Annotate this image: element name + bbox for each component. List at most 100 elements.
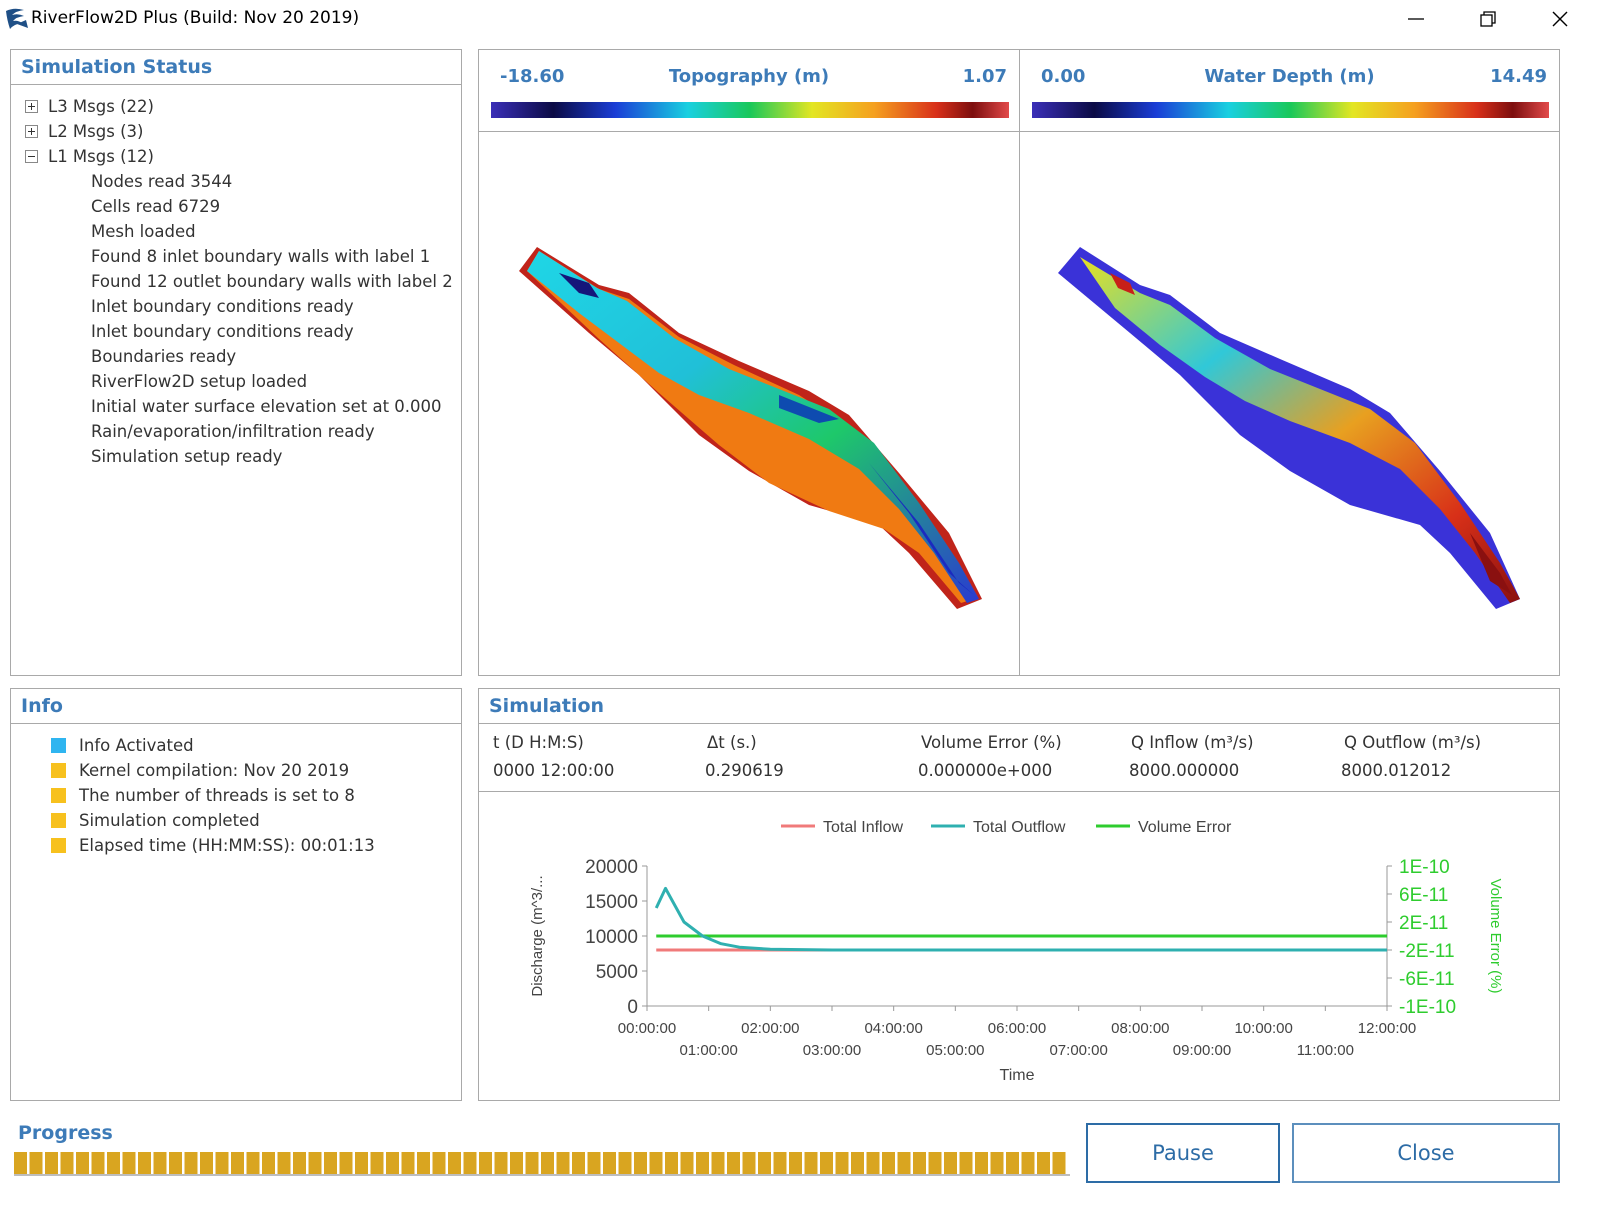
x-tick-label: 08:00:00 [1111, 1020, 1169, 1037]
info-list: Info Activated Kernel compilation: Nov 2… [51, 733, 375, 858]
stat-header-q-inflow: Q Inflow (m³/s) [1131, 733, 1254, 752]
stat-value-dt: 0.290619 [705, 761, 784, 780]
tree-node-label: L2 Msgs (3) [48, 122, 144, 141]
simulation-title: Simulation [489, 695, 605, 717]
water-depth-max: 14.49 [1490, 66, 1547, 87]
close-button[interactable]: Close [1292, 1123, 1560, 1183]
tree-message: Nodes read 3544 [91, 172, 233, 191]
x-axis-label: Time [1000, 1067, 1035, 1084]
info-item: Elapsed time (HH:MM:SS): 00:01:13 [51, 833, 375, 858]
info-status-icon [51, 813, 66, 828]
status-tree[interactable]: L3 Msgs (22) L2 Msgs (3) L1 Msgs (12) No… [25, 94, 453, 469]
tree-message: Cells read 6729 [91, 197, 221, 216]
y2-tick-label: 1E-10 [1399, 857, 1450, 878]
title-bar: RiverFlow2D Plus (Build: Nov 20 2019) [0, 0, 1600, 38]
x-tick-label: 03:00:00 [803, 1042, 861, 1059]
expand-icon[interactable] [25, 124, 38, 138]
pause-button[interactable]: Pause [1086, 1123, 1280, 1183]
info-status-icon [51, 763, 66, 778]
info-text: Elapsed time (HH:MM:SS): 00:01:13 [79, 836, 375, 855]
x-tick-label: 07:00:00 [1049, 1042, 1107, 1059]
tree-message: Found 8 inlet boundary walls with label … [91, 247, 431, 266]
water-depth-title: Water Depth (m) [1204, 66, 1375, 87]
y2-tick-label: 2E-11 [1399, 913, 1448, 934]
legend-label: Total Inflow [823, 819, 903, 836]
topography-colorbar: Topography (m) -18.60 1.07 [479, 50, 1019, 132]
restore-button[interactable] [1452, 0, 1524, 38]
x-tick-label: 10:00:00 [1234, 1020, 1292, 1037]
tree-message: Inlet boundary conditions ready [91, 322, 354, 341]
tree-message: Rain/evaporation/infiltration ready [91, 422, 375, 441]
info-panel: Info Info Activated Kernel compilation: … [10, 688, 462, 1101]
simulation-stats: t (D H:M:S) 0000 12:00:00 Δt (s.) 0.2906… [479, 724, 1559, 792]
x-tick-label: 12:00:00 [1358, 1020, 1416, 1037]
y-tick-label: 5000 [596, 962, 638, 983]
topography-max: 1.07 [962, 66, 1007, 87]
minimize-icon [1408, 18, 1424, 20]
legend-label: Volume Error [1138, 819, 1232, 836]
x-tick-label: 06:00:00 [988, 1020, 1046, 1037]
stat-header-q-outflow: Q Outflow (m³/s) [1344, 733, 1482, 752]
expand-icon[interactable] [25, 99, 38, 113]
x-tick-label: 02:00:00 [741, 1020, 799, 1037]
y-axis-label: Discharge (m^3/... [529, 875, 546, 996]
close-window-button[interactable] [1524, 0, 1596, 38]
restore-icon [1480, 11, 1496, 27]
window-title: RiverFlow2D Plus (Build: Nov 20 2019) [31, 8, 360, 28]
stat-value-q-inflow: 8000.000000 [1129, 761, 1240, 780]
topography-color-scale [491, 102, 1009, 118]
maps-panel: Topography (m) -18.60 1.07 W [478, 49, 1560, 676]
tree-message: Mesh loaded [91, 222, 196, 241]
info-status-icon [51, 738, 66, 753]
collapse-icon[interactable] [25, 149, 38, 163]
minimize-button[interactable] [1380, 0, 1452, 38]
tree-node-label: L1 Msgs (12) [48, 147, 154, 166]
simulation-header: Simulation [479, 689, 1559, 724]
info-text: The number of threads is set to 8 [79, 786, 355, 805]
tree-message: RiverFlow2D setup loaded [91, 372, 308, 391]
y2-tick-label: 6E-11 [1399, 885, 1448, 906]
water-depth-map[interactable] [1020, 133, 1560, 675]
info-item: Kernel compilation: Nov 20 2019 [51, 758, 375, 783]
y2-tick-label: -1E-10 [1399, 997, 1456, 1018]
y-tick-label: 10000 [585, 927, 638, 948]
topography-pane: Topography (m) -18.60 1.07 [479, 50, 1019, 676]
x-tick-label: 09:00:00 [1173, 1042, 1231, 1059]
tree-message: Inlet boundary conditions ready [91, 297, 354, 316]
riverflow-logo-icon [6, 8, 28, 29]
stat-header-dt: Δt (s.) [707, 733, 757, 752]
tree-message: Found 12 outlet boundary walls with labe… [91, 272, 453, 291]
tree-message: Initial water surface elevation set at 0… [91, 397, 442, 416]
progress-bar [14, 1152, 1070, 1176]
simulation-status-panel: Simulation Status L3 Msgs (22) L2 Msgs (… [10, 49, 462, 676]
water-depth-min: 0.00 [1041, 66, 1086, 87]
y2-axis-label: Volume Error (%) [1487, 878, 1504, 993]
water-depth-pane: Water Depth (m) 0.00 14.49 [1019, 50, 1559, 676]
legend-label: Total Outflow [973, 819, 1066, 836]
tree-node-l2[interactable]: L2 Msgs (3) [25, 119, 453, 144]
tree-node-l3[interactable]: L3 Msgs (22) [25, 94, 453, 119]
info-text: Simulation completed [79, 811, 260, 830]
stat-header-volume-error: Volume Error (%) [921, 733, 1062, 752]
x-tick-label: 01:00:00 [679, 1042, 737, 1059]
info-header: Info [11, 689, 461, 724]
info-item: Simulation completed [51, 808, 375, 833]
tree-message: Simulation setup ready [91, 447, 283, 466]
simulation-status-header: Simulation Status [11, 50, 461, 85]
info-item: The number of threads is set to 8 [51, 783, 375, 808]
simulation-panel: Simulation t (D H:M:S) 0000 12:00:00 Δt … [478, 688, 1560, 1101]
topography-map[interactable] [479, 133, 1019, 675]
y-tick-label: 20000 [585, 857, 638, 878]
close-icon [1552, 11, 1568, 27]
tree-node-l1[interactable]: L1 Msgs (12) [25, 144, 453, 169]
discharge-chart[interactable]: 20000 15000 10000 5000 0 1E-10 6E-11 2E-11 -2E-1… [479, 793, 1559, 1100]
water-depth-color-scale [1032, 102, 1549, 118]
stat-value-time: 0000 12:00:00 [493, 761, 615, 780]
total-outflow-line [654, 886, 1387, 952]
y-tick-label: 15000 [585, 892, 638, 913]
stat-value-volume-error: 0.000000e+000 [918, 761, 1053, 780]
y2-tick-label: -6E-11 [1399, 969, 1455, 990]
water-depth-colorbar: Water Depth (m) 0.00 14.49 [1020, 50, 1559, 132]
info-text: Info Activated [79, 736, 194, 755]
info-status-icon [51, 838, 66, 853]
